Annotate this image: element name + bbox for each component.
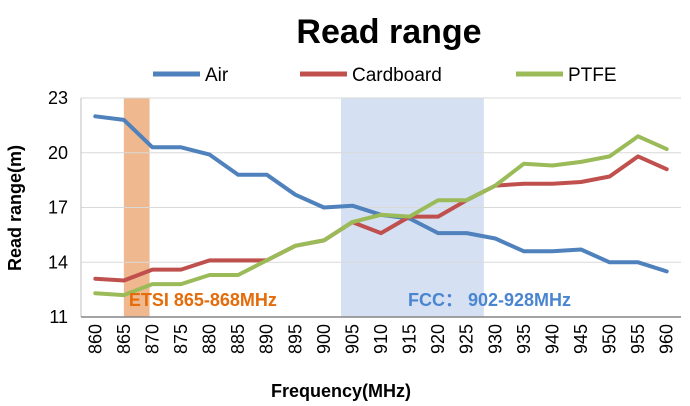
x-tick-label-900: 900 <box>314 324 334 354</box>
x-tick-label-960: 960 <box>657 324 677 354</box>
x-tick-label-955: 955 <box>628 324 648 354</box>
legend: Air Cardboard PTFE <box>153 65 617 86</box>
x-tick-label-890: 890 <box>257 324 277 354</box>
y-tick-label-14: 14 <box>48 252 68 272</box>
y-tick-label-11: 11 <box>49 307 68 327</box>
series-line-ptfe <box>93 134 669 298</box>
x-tick-label-870: 870 <box>142 324 162 354</box>
x-axis-label: Frequency(MHz) <box>271 381 411 401</box>
legend-label-air: Air <box>205 65 229 86</box>
x-tick-label-935: 935 <box>514 324 534 354</box>
x-tick-label-885: 885 <box>228 324 248 354</box>
x-tick-label-880: 880 <box>200 324 220 354</box>
x-tick-label-915: 915 <box>400 324 420 354</box>
x-tick-label-865: 865 <box>114 324 134 354</box>
x-tick-label-875: 875 <box>171 324 191 354</box>
y-tick-label-17: 17 <box>48 198 68 218</box>
x-tick-label-920: 920 <box>428 324 448 354</box>
x-tick-label-860: 860 <box>85 324 105 354</box>
legend-label-ptfe: PTFE <box>568 65 617 86</box>
x-tick-label-940: 940 <box>542 324 562 354</box>
x-tick-label-925: 925 <box>457 324 477 354</box>
band-label-1: FCC： 902-928MHz <box>408 290 571 310</box>
band-label-0: ETSI 865-868MHz <box>129 290 277 310</box>
x-tick-label-905: 905 <box>342 324 362 354</box>
x-tick-label-930: 930 <box>485 324 505 354</box>
gridlines <box>80 97 681 318</box>
y-tick-label-20: 20 <box>48 143 68 163</box>
x-tick-label-910: 910 <box>371 324 391 354</box>
chart-title: Read range <box>296 13 481 51</box>
legend-label-cardboard: Cardboard <box>352 65 442 86</box>
y-axis-label: Read range(m) <box>5 145 25 271</box>
y-axis-ticks: 11 14 17 20 23 <box>48 88 68 327</box>
x-tick-label-895: 895 <box>285 324 305 354</box>
y-tick-label-23: 23 <box>48 88 68 108</box>
series-line-cardboard <box>93 154 669 283</box>
x-axis-ticks: 860 865 870 875 880 885 890 895 900 905 910 915 920 9… <box>85 324 676 354</box>
band-labels: ETSI 865-868MHz FCC： 902-928MHz <box>129 290 571 310</box>
series-lines <box>93 114 669 298</box>
x-tick-label-950: 950 <box>600 324 620 354</box>
x-tick-label-945: 945 <box>571 324 591 354</box>
